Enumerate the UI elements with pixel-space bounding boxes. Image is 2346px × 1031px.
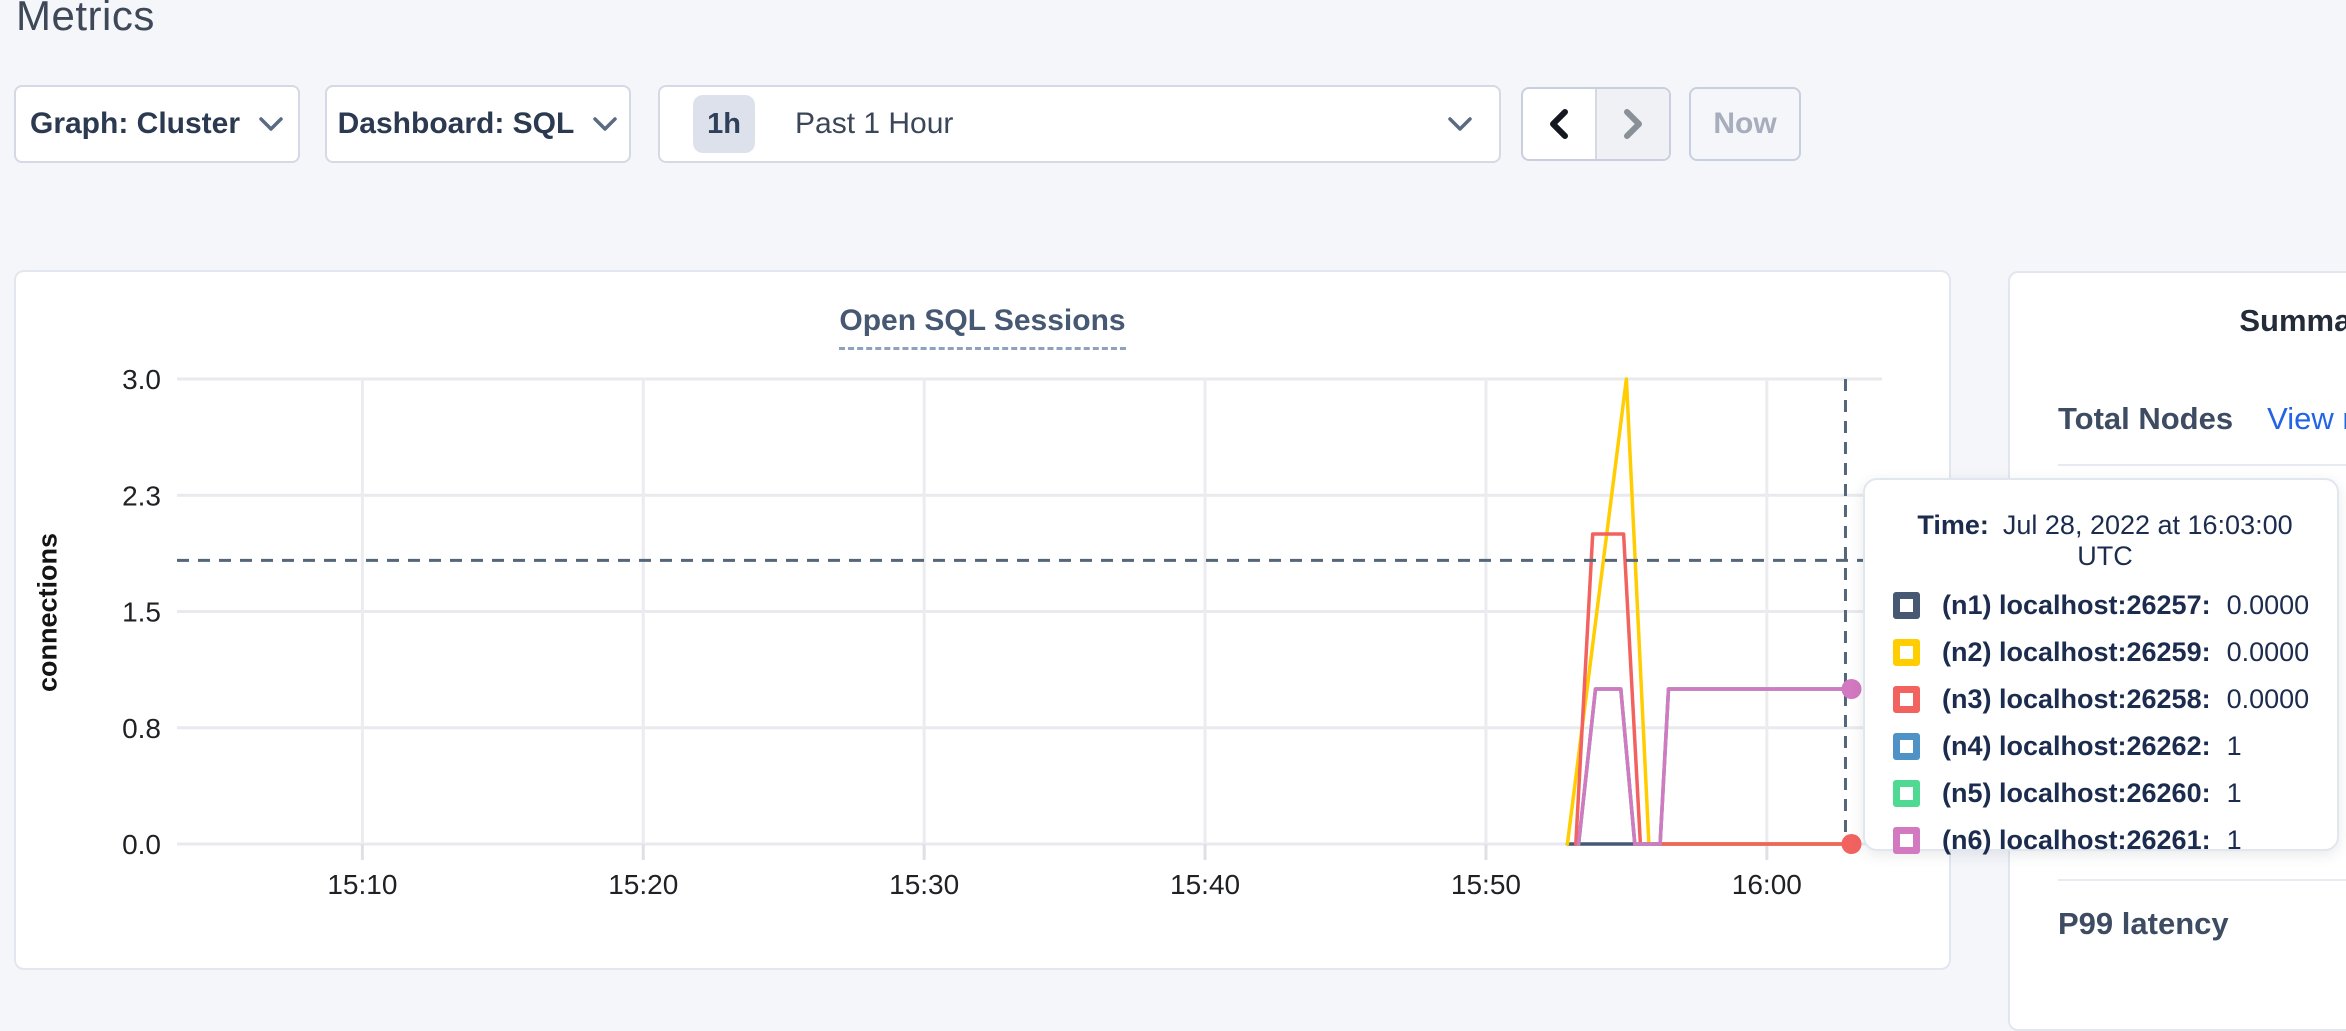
svg-text:16:00: 16:00 [1732,869,1802,900]
series-swatch-icon [1893,827,1920,854]
summary-heading: Summary [2239,303,2346,338]
svg-text:15:50: 15:50 [1451,869,1521,900]
total-nodes-row: Total Nodes View nodes [2058,401,2346,437]
tooltip-time: Time: Jul 28, 2022 at 16:03:00 UTC [1893,510,2337,572]
chevron-down-icon [259,117,283,131]
series-label: (n1) localhost:26257: [1942,590,2211,620]
series-swatch-icon [1893,686,1920,713]
divider [2058,879,2346,881]
tooltip-time-label: Time: [1917,510,1989,540]
series-value: 0.0000 [2226,684,2310,714]
tooltip-series-row: (n2) localhost:26259: 0.0000 [1893,637,2337,667]
now-button-label: Now [1713,107,1777,140]
series-label: (n2) localhost:26259: [1942,637,2211,667]
dashboard-dropdown-label: Dashboard: SQL [337,107,575,140]
graph-scope-dropdown[interactable]: Graph: Cluster [14,85,300,163]
series-swatch-icon [1893,780,1920,807]
svg-text:3.0: 3.0 [122,364,161,395]
svg-text:15:30: 15:30 [889,869,959,900]
tooltip-series-row: (n4) localhost:26262: 1 [1893,731,2337,761]
prev-timeframe-button[interactable] [1523,89,1595,159]
view-nodes-link[interactable]: View nodes [2267,401,2346,436]
total-nodes-label: Total Nodes [2058,401,2234,436]
tooltip-series-row: (n5) localhost:26260: 1 [1893,778,2337,808]
tooltip-time-value: Jul 28, 2022 at 16:03:00 UTC [2002,510,2293,571]
series-label: (n6) localhost:26261: [1942,825,2211,855]
chevron-right-icon [1624,109,1642,139]
series-value: 0.0000 [2226,590,2310,620]
svg-text:0.8: 0.8 [122,713,161,744]
dashboard-dropdown[interactable]: Dashboard: SQL [325,85,631,163]
series-label: (n5) localhost:26260: [1942,778,2211,808]
series-swatch-icon [1893,733,1920,760]
svg-text:0.0: 0.0 [122,829,161,860]
svg-text:1.5: 1.5 [122,597,161,628]
svg-text:15:20: 15:20 [608,869,678,900]
chevron-down-icon [593,117,618,131]
time-pager [1521,87,1671,161]
tooltip-series-row: (n6) localhost:26261: 1 [1893,825,2337,855]
sessions-chart[interactable]: 0.0 0.8 1.5 2.3 3.0 15:10 15:20 15:30 15:40 15:50… [16,272,1953,972]
tooltip-series-row: (n3) localhost:26258: 0.0000 [1893,684,2337,714]
series-label: (n3) localhost:26258: [1942,684,2211,714]
series-swatch-icon [1893,592,1920,619]
chart-title[interactable]: Open SQL Sessions [839,304,1126,350]
series-label: (n4) localhost:26262: [1942,731,2211,761]
page-title: Metrics [16,0,155,39]
series-value: 0.0000 [2226,637,2310,667]
graph-scope-dropdown-label: Graph: Cluster [29,107,241,140]
chevron-left-icon [1550,109,1568,139]
p99-latency-label: P99 latency [2058,906,2229,941]
next-timeframe-button[interactable] [1595,89,1669,159]
tooltip-series-row: (n1) localhost:26257: 0.0000 [1893,590,2337,620]
series-value: 1 [2226,731,2242,761]
time-range-selector[interactable]: 1h Past 1 Hour [658,85,1501,163]
svg-text:15:10: 15:10 [327,869,397,900]
svg-text:15:40: 15:40 [1170,869,1240,900]
divider [2058,464,2346,466]
open-sql-sessions-chart-card: Open SQL Sessions connections 0.0 0.8 1.5 2… [14,270,1951,970]
chart-hover-tooltip: Time: Jul 28, 2022 at 16:03:00 UTC (n1) l… [1863,478,2339,855]
series-swatch-icon [1893,639,1920,666]
series-value: 1 [2226,825,2242,855]
time-range-label: Past 1 Hour [795,107,954,140]
series-value: 1 [2226,778,2242,808]
now-button[interactable]: Now [1689,87,1801,161]
chevron-down-icon [1448,117,1472,131]
time-range-badge: 1h [693,95,755,153]
svg-text:2.3: 2.3 [122,480,161,511]
